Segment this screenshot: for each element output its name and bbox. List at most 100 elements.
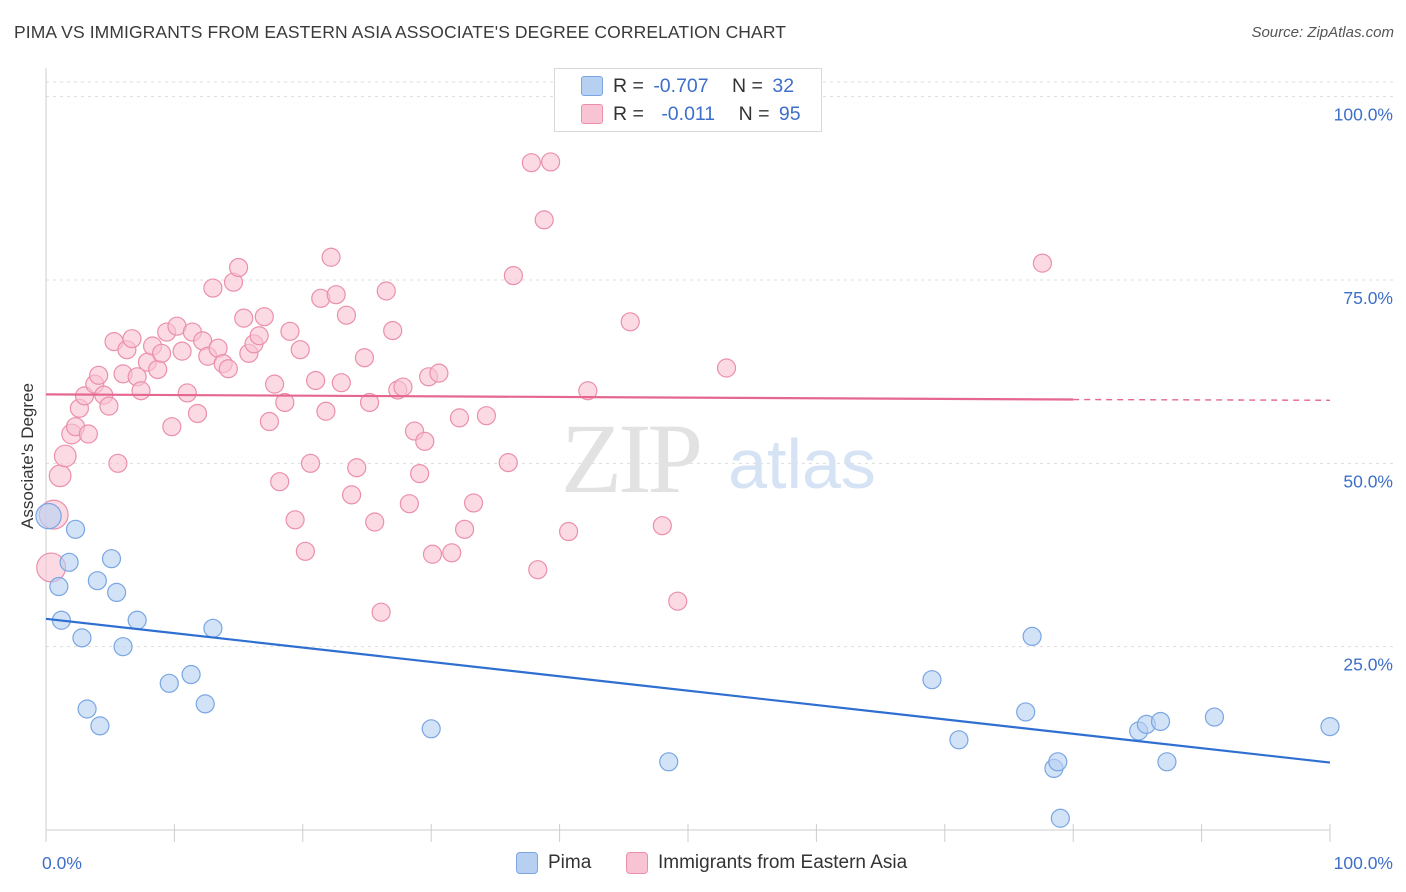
stats-legend: R = -0.707 N = 32 R = -0.011 N = 95 — [554, 68, 822, 132]
watermark-atlas: atlas — [728, 425, 876, 503]
point-pima — [35, 502, 62, 530]
point-pima — [159, 673, 179, 693]
point-pima — [101, 549, 122, 569]
point-pima — [1204, 707, 1225, 727]
point-immigrants-eastern-asia — [108, 453, 128, 473]
point-immigrants-eastern-asia — [668, 591, 688, 611]
y-tick-label: 100.0% — [1334, 105, 1393, 125]
point-pima — [107, 582, 127, 603]
point-immigrants-eastern-asia — [290, 340, 310, 360]
point-immigrants-eastern-asia — [177, 383, 197, 403]
point-immigrants-eastern-asia — [172, 341, 192, 361]
point-immigrants-eastern-asia — [415, 431, 435, 451]
series-legend: Pima Immigrants from Eastern Asia — [0, 852, 1406, 878]
point-immigrants-eastern-asia — [259, 411, 280, 432]
point-pima — [65, 519, 86, 539]
point-pima — [1150, 711, 1171, 732]
point-immigrants-eastern-asia — [53, 444, 77, 468]
point-immigrants-eastern-asia — [341, 485, 362, 505]
point-immigrants-eastern-asia — [652, 516, 672, 536]
point-pima — [1050, 808, 1070, 828]
stats-row-asia: R = -0.011 N = 95 — [555, 100, 821, 128]
axes — [45, 68, 1331, 842]
stats-text-pima: R = -0.707 N = 32 — [613, 74, 795, 97]
legend-item-pima[interactable]: Pima — [516, 852, 591, 874]
point-pima — [181, 664, 201, 685]
point-immigrants-eastern-asia — [234, 308, 254, 328]
point-immigrants-eastern-asia — [131, 381, 151, 401]
point-pima — [87, 571, 107, 591]
point-pima — [949, 730, 969, 750]
point-immigrants-eastern-asia — [316, 401, 336, 421]
point-pima — [659, 752, 679, 772]
point-pima — [922, 670, 942, 690]
point-immigrants-eastern-asia — [270, 472, 290, 492]
point-pima — [113, 637, 133, 657]
point-immigrants-eastern-asia — [541, 152, 561, 172]
point-immigrants-eastern-asia — [280, 321, 300, 341]
y-axis-label: Associate's Degree — [18, 383, 37, 529]
point-immigrants-eastern-asia — [347, 458, 367, 478]
legend-label-asia: Immigrants from Eastern Asia — [658, 852, 908, 873]
point-immigrants-eastern-asia — [399, 494, 419, 514]
point-immigrants-eastern-asia — [359, 392, 380, 413]
asia-swatch — [581, 104, 603, 124]
legend-label-pima: Pima — [548, 852, 592, 873]
point-immigrants-eastern-asia — [122, 329, 142, 349]
point-immigrants-eastern-asia — [365, 512, 385, 532]
stats-text-asia: R = -0.011 N = 95 — [613, 102, 801, 125]
point-immigrants-eastern-asia — [89, 365, 109, 385]
y-tick-label: 75.0% — [1343, 288, 1393, 308]
point-pima — [127, 610, 147, 630]
point-immigrants-eastern-asia — [393, 377, 413, 397]
point-pima — [203, 618, 223, 638]
point-pima — [195, 694, 215, 714]
point-immigrants-eastern-asia — [449, 408, 470, 428]
point-immigrants-eastern-asia — [498, 453, 518, 473]
point-immigrants-eastern-asia — [442, 543, 462, 563]
series-immigrants-eastern-asia — [36, 152, 1052, 622]
watermark: ZIP atlas — [561, 403, 876, 514]
trend-lines — [45, 393, 1331, 764]
point-immigrants-eastern-asia — [716, 358, 737, 378]
point-immigrants-eastern-asia — [558, 521, 579, 542]
point-immigrants-eastern-asia — [376, 281, 396, 301]
point-immigrants-eastern-asia — [48, 464, 72, 488]
point-immigrants-eastern-asia — [354, 348, 375, 368]
legend-item-asia[interactable]: Immigrants from Eastern Asia — [626, 852, 907, 874]
point-immigrants-eastern-asia — [203, 278, 223, 298]
pima-swatch — [581, 76, 603, 96]
point-immigrants-eastern-asia — [151, 343, 172, 363]
point-immigrants-eastern-asia — [249, 326, 269, 346]
y-tick-label: 25.0% — [1343, 655, 1393, 675]
point-pima — [421, 719, 441, 739]
point-pima — [90, 716, 110, 736]
stats-row-pima: R = -0.707 N = 32 — [555, 72, 821, 100]
point-immigrants-eastern-asia — [275, 392, 295, 413]
point-immigrants-eastern-asia — [218, 359, 238, 379]
point-immigrants-eastern-asia — [454, 519, 475, 539]
series-pima — [35, 502, 1340, 828]
point-immigrants-eastern-asia — [410, 464, 430, 484]
point-immigrants-eastern-asia — [336, 305, 357, 325]
trend-line-asia-extension — [1073, 398, 1331, 401]
point-pima — [1320, 716, 1340, 737]
point-pima — [1048, 752, 1068, 772]
point-immigrants-eastern-asia — [254, 307, 274, 327]
point-immigrants-eastern-asia — [422, 544, 443, 564]
point-pima — [77, 699, 97, 719]
point-immigrants-eastern-asia — [326, 285, 346, 305]
pima-legend-swatch — [516, 852, 538, 874]
x-tick-label: 100.0% — [1334, 853, 1393, 873]
point-immigrants-eastern-asia — [371, 602, 391, 622]
point-immigrants-eastern-asia — [1032, 253, 1052, 273]
asia-legend-swatch — [626, 852, 648, 874]
point-pima — [59, 552, 79, 572]
point-immigrants-eastern-asia — [99, 396, 119, 416]
point-immigrants-eastern-asia — [503, 266, 523, 286]
point-immigrants-eastern-asia — [463, 493, 484, 513]
point-pima — [1157, 752, 1177, 772]
point-pima — [49, 576, 69, 597]
point-immigrants-eastern-asia — [264, 374, 285, 394]
